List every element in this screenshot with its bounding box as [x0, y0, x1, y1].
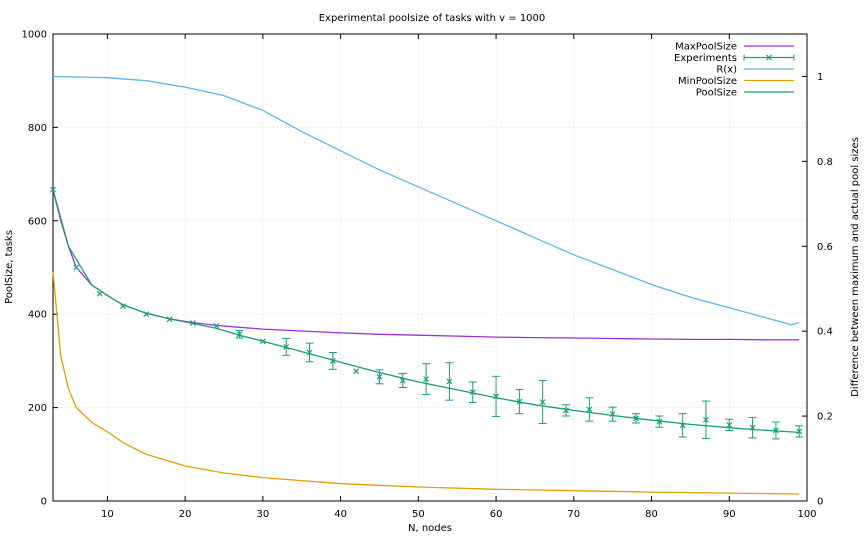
y2-tick-label: 1 [817, 72, 823, 83]
experiments-point [493, 393, 499, 400]
experiments-point [283, 343, 290, 350]
experiments-point [796, 428, 803, 435]
x-tick-label: 80 [645, 509, 658, 520]
experiments-point [446, 378, 453, 385]
poolsize-line [52, 189, 800, 434]
legend-swatch-marker [766, 54, 772, 61]
experiments-point [772, 427, 779, 434]
legend-label-minpoolsize: MinPoolSize [678, 76, 737, 87]
x-tick-label: 50 [412, 509, 425, 520]
experiments-point [399, 377, 406, 384]
y-tick-label: 800 [28, 123, 47, 134]
plot-border [52, 33, 808, 502]
experiments-point [423, 376, 430, 383]
experiments-point [236, 331, 243, 338]
legend-label-experiments: Experiments [674, 53, 737, 64]
experiments-point [586, 406, 593, 413]
experiments-point [50, 186, 56, 193]
experiments-point [143, 311, 150, 318]
experiments-point [259, 338, 266, 345]
experiments-point [516, 398, 523, 405]
experiments-point [213, 322, 220, 329]
legend-label-r-x: R(x) [716, 65, 737, 76]
r-x-line [52, 75, 800, 326]
y2-tick-label: 0.6 [817, 242, 833, 253]
chart-title: Experimental poolsize of tasks with v = … [319, 13, 546, 24]
experiments-point [726, 421, 733, 428]
x-tick-label: 10 [101, 509, 114, 520]
experiments-point [166, 316, 173, 323]
experiments-point [539, 399, 546, 405]
y2-tick-label: 0.8 [817, 157, 833, 168]
y-tick-label: 1000 [22, 30, 47, 41]
experiments-point [73, 264, 80, 271]
experiments-point [679, 422, 686, 429]
series-layer [50, 75, 804, 495]
y-tick-label: 0 [41, 497, 47, 508]
experiments-point [703, 416, 709, 423]
experiments-point [469, 389, 476, 396]
experiments-point [96, 290, 103, 297]
grid [53, 34, 807, 501]
experiments-point [656, 418, 663, 425]
axis-ticks: 10 20 30 40 50 60 70 80 90 1000200400600800100000… [22, 30, 833, 521]
experiments-point [353, 368, 360, 375]
experiments-point [329, 357, 336, 364]
legend-label-maxpoolsize: MaxPoolSize [675, 42, 737, 53]
y2-tick-label: 0 [817, 497, 823, 508]
y-tick-label: 600 [28, 216, 47, 227]
y2-tick-label: 0.4 [817, 327, 833, 338]
x-tick-label: 30 [257, 509, 270, 520]
experiments-point [609, 411, 616, 418]
experiments-point [306, 349, 313, 356]
y-tick-label: 400 [28, 310, 47, 321]
x-tick-label: 70 [567, 509, 580, 520]
y2-tick-label: 0.2 [817, 412, 833, 423]
x-tick-label: 20 [179, 509, 192, 520]
x-tick-label: 100 [797, 509, 816, 520]
experiments-point [633, 415, 639, 422]
x-axis-title: N, nodes [408, 523, 452, 534]
legend: MaxPoolSizeExperimentsR(x)MinPoolSizePoo… [674, 42, 795, 99]
x-tick-label: 60 [490, 509, 503, 520]
y-tick-label: 200 [28, 403, 47, 414]
x-tick-label: 90 [723, 509, 736, 520]
experiments-point [189, 320, 196, 326]
minpoolsize-line [52, 272, 800, 495]
experiments-point [120, 303, 126, 310]
experiments-point [563, 407, 569, 414]
experiments-point [749, 424, 756, 431]
legend-label-poolsize: PoolSize [696, 88, 737, 99]
y2-axis-title: Difference between maximum and actual po… [850, 137, 861, 397]
y-axis-title: PoolSize, tasks [4, 230, 15, 304]
x-tick-label: 40 [334, 509, 347, 520]
experiments-point [376, 373, 383, 380]
